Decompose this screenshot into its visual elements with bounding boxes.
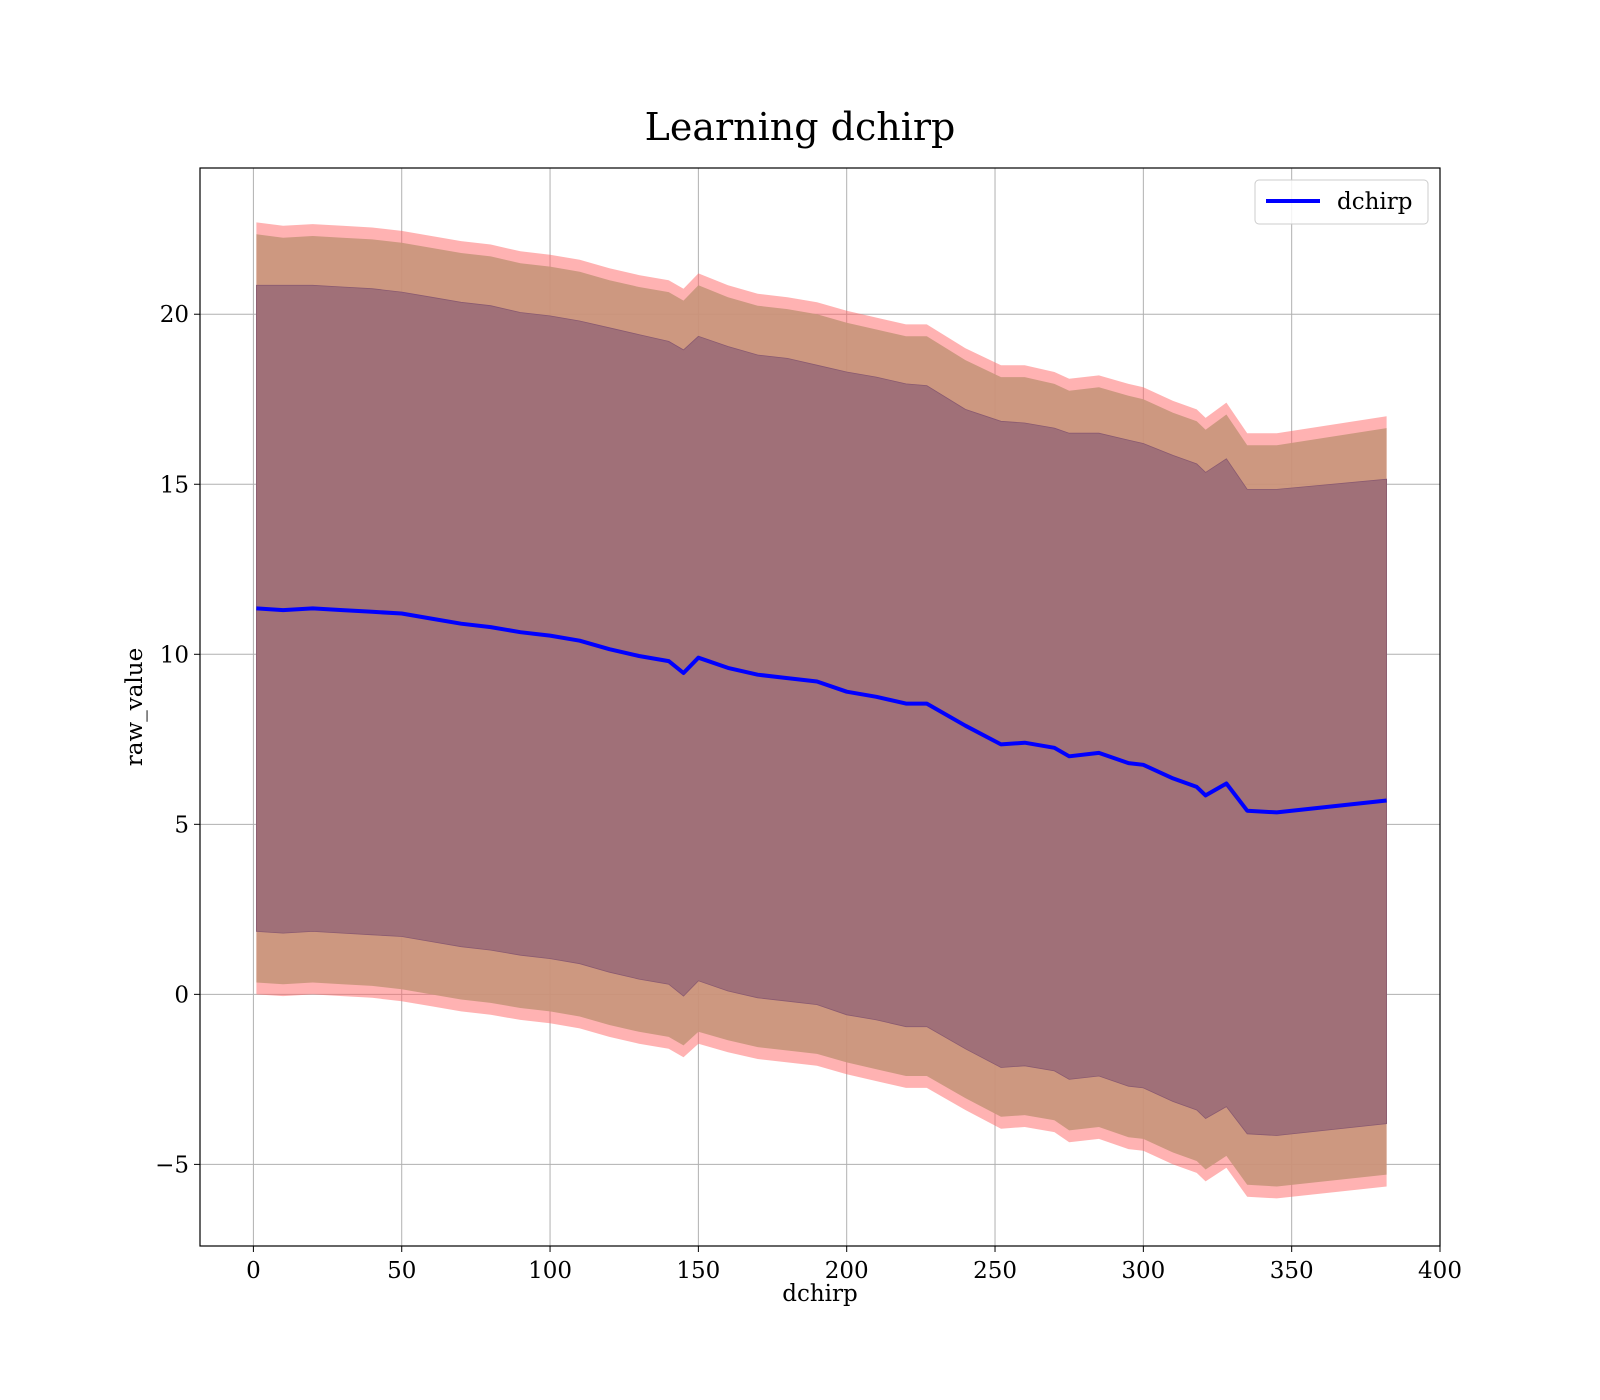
legend: dchirp [1254,179,1429,225]
confidence-bands [255,222,1387,1199]
y-tick-label: 20 [160,302,189,328]
plot-frame [199,167,1441,1247]
y-axis-ticks: −5 0 5 10 15 20 [155,302,200,1178]
x-tick-label: 50 [387,1258,416,1284]
y-tick-label: −5 [155,1152,189,1178]
x-tick-label: 100 [528,1258,572,1284]
x-axis-label: dchirp [782,1281,858,1307]
inner-band [255,284,1387,1136]
x-axis-ticks: 0 50 100 150 200 250 300 350 400 [246,1246,1462,1284]
legend-label: dchirp [1337,189,1413,215]
x-tick-label: 0 [246,1258,261,1284]
chart-title: Learning dchirp [645,105,956,149]
y-tick-label: 10 [160,642,189,668]
x-tick-label: 250 [973,1258,1017,1284]
y-tick-label: 15 [160,472,189,498]
x-tick-label: 200 [825,1258,869,1284]
y-axis-label: raw_value [122,648,148,766]
legend-box [1254,179,1429,225]
series-line-group [256,606,1387,815]
x-tick-label: 150 [676,1258,720,1284]
y-tick-label: 0 [174,982,189,1008]
x-tick-label: 400 [1418,1258,1462,1284]
y-tick-label: 5 [174,812,189,838]
series-line-dchirp [256,606,1387,815]
x-tick-label: 350 [1270,1258,1314,1284]
x-tick-label: 300 [1121,1258,1165,1284]
